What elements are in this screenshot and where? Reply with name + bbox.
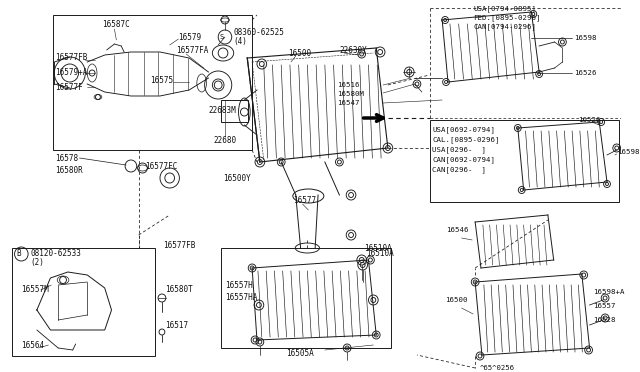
Text: 16577FB: 16577FB	[55, 52, 88, 61]
Text: 16587C: 16587C	[102, 19, 129, 29]
Text: 16578: 16578	[55, 154, 78, 163]
Text: 16579: 16579	[179, 32, 202, 42]
Text: B: B	[16, 250, 20, 259]
Text: 16517: 16517	[165, 321, 188, 330]
Text: 22630Y: 22630Y	[339, 45, 367, 55]
Text: 22680: 22680	[213, 135, 236, 144]
Text: 16500: 16500	[288, 48, 311, 58]
Text: 16528: 16528	[593, 317, 616, 323]
Bar	[221, 248, 391, 348]
Text: 16557M: 16557M	[21, 285, 49, 295]
Text: 16516: 16516	[337, 82, 360, 88]
Text: 16510A: 16510A	[364, 244, 392, 253]
Text: CAN[0692-0794]: CAN[0692-0794]	[433, 157, 495, 163]
Text: 08360-62525: 08360-62525	[234, 28, 285, 36]
Text: CAL.[0895-0296]: CAL.[0895-0296]	[433, 137, 500, 143]
Text: USA[0692-0794]: USA[0692-0794]	[433, 126, 495, 134]
Text: (2): (2)	[30, 259, 44, 267]
Text: 16526: 16526	[574, 70, 596, 76]
Bar	[429, 120, 619, 202]
Text: 16598+A: 16598+A	[593, 289, 625, 295]
Bar	[53, 15, 252, 150]
Text: 16547: 16547	[337, 100, 360, 106]
Text: 16564: 16564	[21, 340, 44, 350]
Text: 16580R: 16580R	[55, 166, 83, 174]
Text: USA[0794-0895]: USA[0794-0895]	[473, 6, 536, 12]
Text: 16510A: 16510A	[367, 248, 394, 257]
Text: 16557H: 16557H	[225, 280, 253, 289]
Text: 16598: 16598	[617, 149, 639, 155]
Text: S: S	[220, 34, 224, 40]
Text: 16557HA: 16557HA	[225, 294, 257, 302]
Text: 16577FA: 16577FA	[177, 45, 209, 55]
Text: 16577: 16577	[293, 196, 316, 205]
Text: 16505A: 16505A	[286, 349, 314, 357]
Text: 16557: 16557	[593, 303, 616, 309]
Text: CAN[0296-  ]: CAN[0296- ]	[433, 167, 486, 173]
Text: 08120-62533: 08120-62533	[30, 250, 81, 259]
Bar	[12, 248, 155, 356]
Text: FED.[0895-0296]: FED.[0895-0296]	[473, 15, 541, 21]
Text: 16598: 16598	[574, 35, 596, 41]
Text: 16579+A: 16579+A	[55, 67, 88, 77]
Text: 22683M: 22683M	[209, 106, 236, 115]
Text: 16575: 16575	[150, 76, 173, 84]
Text: 16500Y: 16500Y	[223, 173, 251, 183]
Text: USA[0296-  ]: USA[0296- ]	[433, 147, 486, 153]
Text: 16526: 16526	[578, 117, 600, 123]
Text: CAN[0794-0296]: CAN[0794-0296]	[473, 24, 536, 31]
Text: 16577FC: 16577FC	[145, 161, 178, 170]
Text: 16577F: 16577F	[55, 83, 83, 92]
Text: 16546: 16546	[446, 227, 468, 233]
Bar	[221, 100, 248, 122]
Text: ^65^0256: ^65^0256	[480, 365, 515, 371]
Text: 16580M: 16580M	[337, 91, 364, 97]
Text: 16580T: 16580T	[165, 285, 193, 295]
Text: (4): (4)	[234, 36, 248, 45]
Text: 16500: 16500	[445, 297, 468, 303]
Text: 16577FB: 16577FB	[163, 241, 195, 250]
